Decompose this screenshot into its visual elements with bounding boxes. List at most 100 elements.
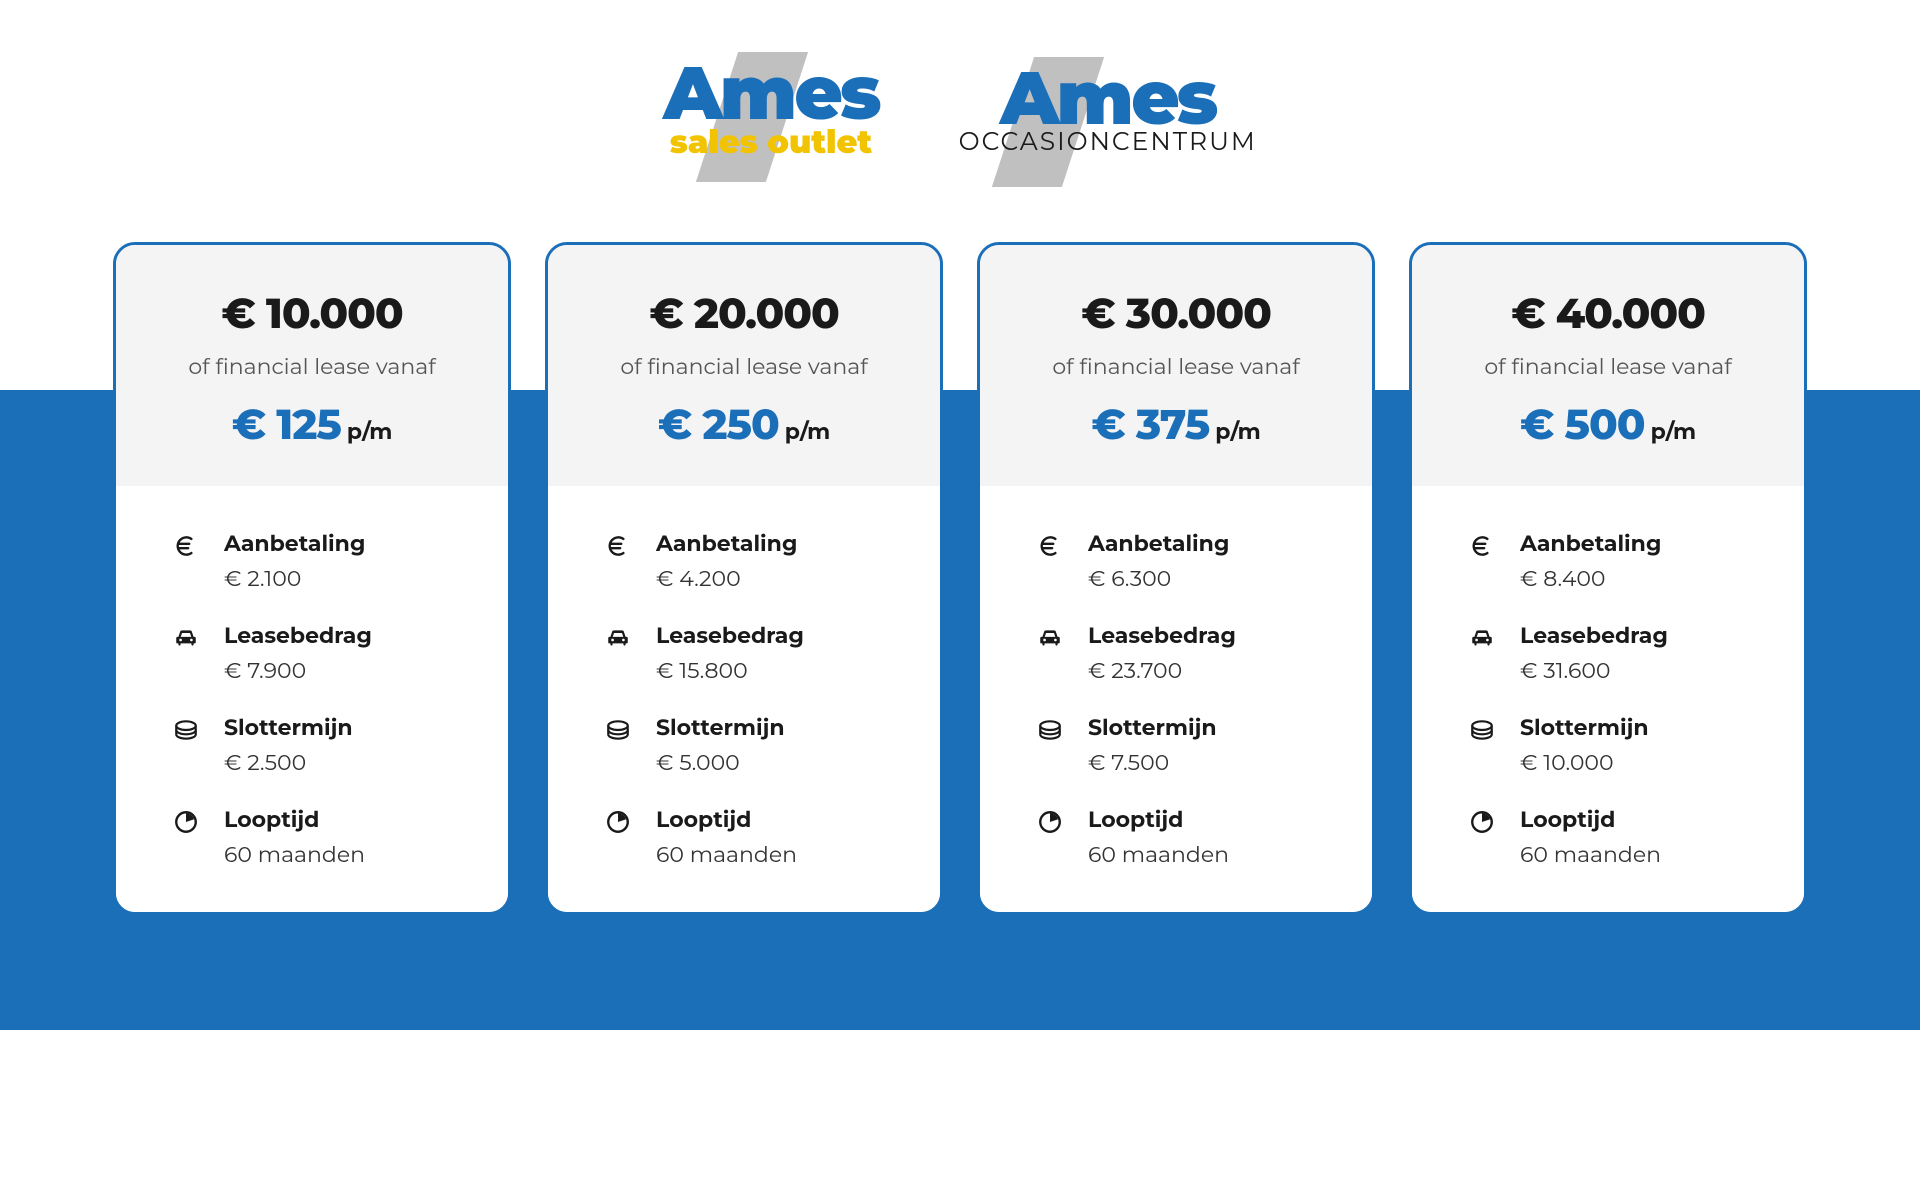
detail-row: Slottermijn€ 10.000 [1468,714,1764,776]
row-label: Looptijd [1088,806,1229,833]
row-text: Looptijd60 maanden [224,806,365,868]
row-text: Leasebedrag € 31.600 [1520,622,1668,684]
coin-stack-icon [1468,716,1496,744]
row-text: Aanbetaling€ 6.300 [1088,530,1229,592]
card-monthly: € 250p/m [578,398,910,450]
card-subtext: of financial lease vanaf [1010,353,1342,380]
car-icon [604,624,632,652]
row-value: € 7.900 [224,657,372,684]
pricing-card: € 10.000 of financial lease vanaf € 125p/m… [113,242,511,915]
row-text: Aanbetaling € 2.100 [224,530,365,592]
monthly-price: € 125 [232,398,341,450]
card-monthly: € 500p/m [1442,398,1774,450]
detail-row: Looptijd 60 maanden [1036,806,1332,868]
euro-icon [172,532,200,560]
row-label: Leasebedrag [1088,622,1236,649]
row-label: Aanbetaling [1520,530,1661,557]
detail-row: Leasebedrag € 23.700 [1036,622,1332,684]
row-label: Looptijd [1520,806,1661,833]
card-body: Aanbetaling € 2.100 Leasebedrag € 7.900 Slot… [116,486,508,912]
row-text: Looptijd 60 maanden [1520,806,1661,868]
row-value: € 31.600 [1520,657,1668,684]
logo-main-text: Ames [1000,65,1215,132]
row-label: Aanbetaling [224,530,365,557]
row-value: € 15.800 [656,657,804,684]
detail-row: Looptijd60 maanden [172,806,468,868]
row-value: 60 maanden [656,841,797,868]
row-label: Slottermijn [1520,714,1649,741]
clock-icon [1468,808,1496,836]
row-text: Slottermijn € 7.500 [1088,714,1217,776]
monthly-suffix: p/m [1215,418,1260,445]
logo-sales-outlet: Ames sales outlet [663,60,878,162]
row-value: € 7.500 [1088,749,1217,776]
row-value: 60 maanden [1520,841,1661,868]
coin-stack-icon [1036,716,1064,744]
card-header: € 40.000of financial lease vanaf€ 500p/m [1412,245,1804,486]
pricing-card: € 20.000 of financial lease vanaf € 250p/m… [545,242,943,915]
detail-row: Aanbetaling€ 4.200 [604,530,900,592]
detail-row: Leasebedrag € 7.900 [172,622,468,684]
car-icon [172,624,200,652]
row-text: Aanbetaling€ 4.200 [656,530,797,592]
row-value: € 2.100 [224,565,365,592]
row-text: Aanbetaling € 8.400 [1520,530,1661,592]
clock-icon [172,808,200,836]
row-label: Leasebedrag [1520,622,1668,649]
card-header: € 10.000 of financial lease vanaf € 125p/m [116,245,508,486]
detail-row: Slottermijn € 7.500 [1036,714,1332,776]
clock-icon [604,808,632,836]
detail-row: Slottermijn € 2.500 [172,714,468,776]
detail-row: Aanbetaling € 2.100 [172,530,468,592]
detail-row: Leasebedrag€ 15.800 [604,622,900,684]
coin-stack-icon [604,716,632,744]
row-text: Leasebedrag€ 15.800 [656,622,804,684]
row-value: € 5.000 [656,749,785,776]
monthly-price: € 250 [658,398,779,450]
clock-icon [1036,808,1064,836]
logo-main-text: Ames [663,60,878,127]
coin-stack-icon [172,716,200,744]
pricing-cards: € 10.000of financial lease vanaf€ 125p/m… [0,242,1920,915]
detail-row: Looptijd 60 maanden [604,806,900,868]
row-label: Slottermijn [1088,714,1217,741]
row-value: € 4.200 [656,565,797,592]
row-text: Slottermijn € 2.500 [224,714,353,776]
card-monthly: € 375p/m [1010,398,1342,450]
card-monthly: € 125p/m [146,398,478,450]
euro-icon [604,532,632,560]
card-price: € 30.000 [1010,287,1342,339]
card-price: € 10.000 [146,287,478,339]
row-label: Leasebedrag [224,622,372,649]
row-value: € 2.500 [224,749,353,776]
row-value: 60 maanden [224,841,365,868]
logos-row: Ames sales outlet Ames OCCASIONCENTRUM [0,0,1920,212]
detail-row: Aanbetaling€ 6.300 [1036,530,1332,592]
row-value: € 23.700 [1088,657,1236,684]
monthly-suffix: p/m [785,418,830,445]
monthly-price: € 375 [1091,398,1209,450]
logo-sub-text: sales outlet [670,123,872,162]
row-value: € 8.400 [1520,565,1661,592]
card-subtext: of financial lease vanaf [146,353,478,380]
row-text: Slottermijn€ 5.000 [656,714,785,776]
logo-sub-text: OCCASIONCENTRUM [959,127,1257,157]
card-body: Aanbetaling € 8.400 Leasebedrag € 31.600 Slo… [1412,486,1804,912]
card-body: Aanbetaling€ 6.300 Leasebedrag € 23.700 Slo… [980,486,1372,912]
card-subtext: of financial lease vanaf [578,353,910,380]
card-body: Aanbetaling€ 4.200 Leasebedrag€ 15.800 Slo… [548,486,940,912]
pricing-card: € 40.000of financial lease vanaf€ 500p/m… [1409,242,1807,915]
car-icon [1468,624,1496,652]
row-label: Slottermijn [224,714,353,741]
pricing-card: € 30.000 of financial lease vanaf € 375p/m… [977,242,1375,915]
row-text: Leasebedrag € 7.900 [224,622,372,684]
row-value: 60 maanden [1088,841,1229,868]
row-label: Looptijd [656,806,797,833]
card-subtext: of financial lease vanaf [1442,353,1774,380]
row-text: Leasebedrag € 23.700 [1088,622,1236,684]
euro-icon [1468,532,1496,560]
monthly-suffix: p/m [1651,418,1696,445]
monthly-price: € 500 [1520,398,1645,450]
card-price: € 20.000 [578,287,910,339]
detail-row: Leasebedrag € 31.600 [1468,622,1764,684]
